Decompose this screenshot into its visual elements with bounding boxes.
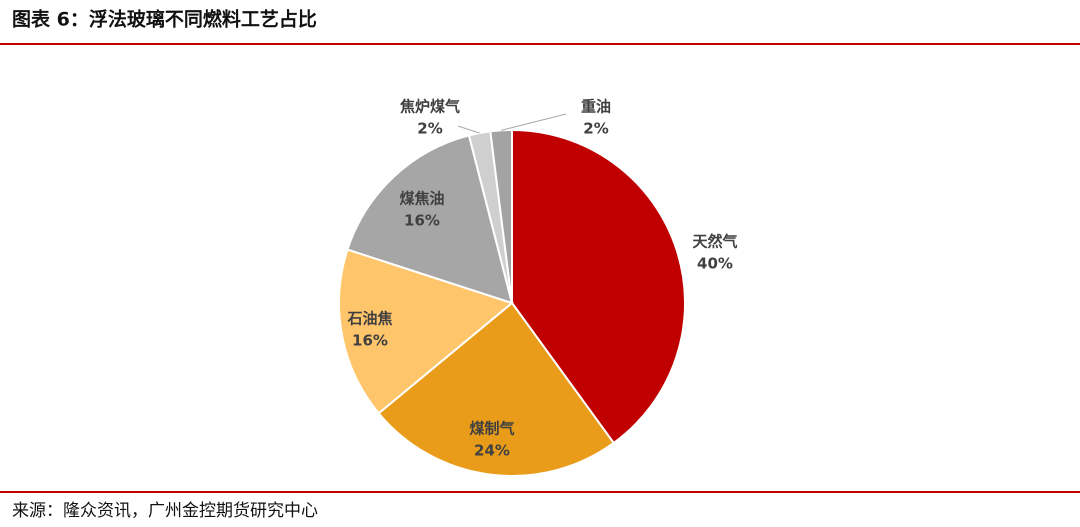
slice-value-label: 2%	[417, 120, 442, 138]
leader-line	[501, 113, 567, 131]
pie-slice	[377, 301, 616, 477]
slice-label: 石油焦	[346, 310, 392, 328]
slice-label: 重油	[581, 98, 611, 116]
slice-value-label: 24%	[474, 442, 510, 460]
pie-slice	[338, 248, 515, 415]
source-note: 来源：隆众资讯，广州金控期货研究中心	[12, 501, 318, 521]
slice-value-label: 16%	[404, 212, 440, 230]
slice-label: 焦炉煤气	[399, 98, 460, 116]
slice-label: 煤焦油	[399, 190, 444, 208]
pie-slice	[489, 128, 513, 304]
chart-title: 图表 6：浮法玻璃不同燃料工艺占比	[12, 8, 317, 31]
pie-slice	[346, 134, 514, 305]
leader-line	[457, 125, 480, 134]
slice-value-label: 40%	[697, 255, 733, 273]
slice-value-label: 16%	[352, 332, 388, 350]
slice-label: 天然气	[692, 233, 737, 251]
pie-slice	[511, 128, 686, 445]
slice-label: 煤制气	[469, 420, 514, 438]
slice-value-label: 2%	[583, 120, 608, 138]
